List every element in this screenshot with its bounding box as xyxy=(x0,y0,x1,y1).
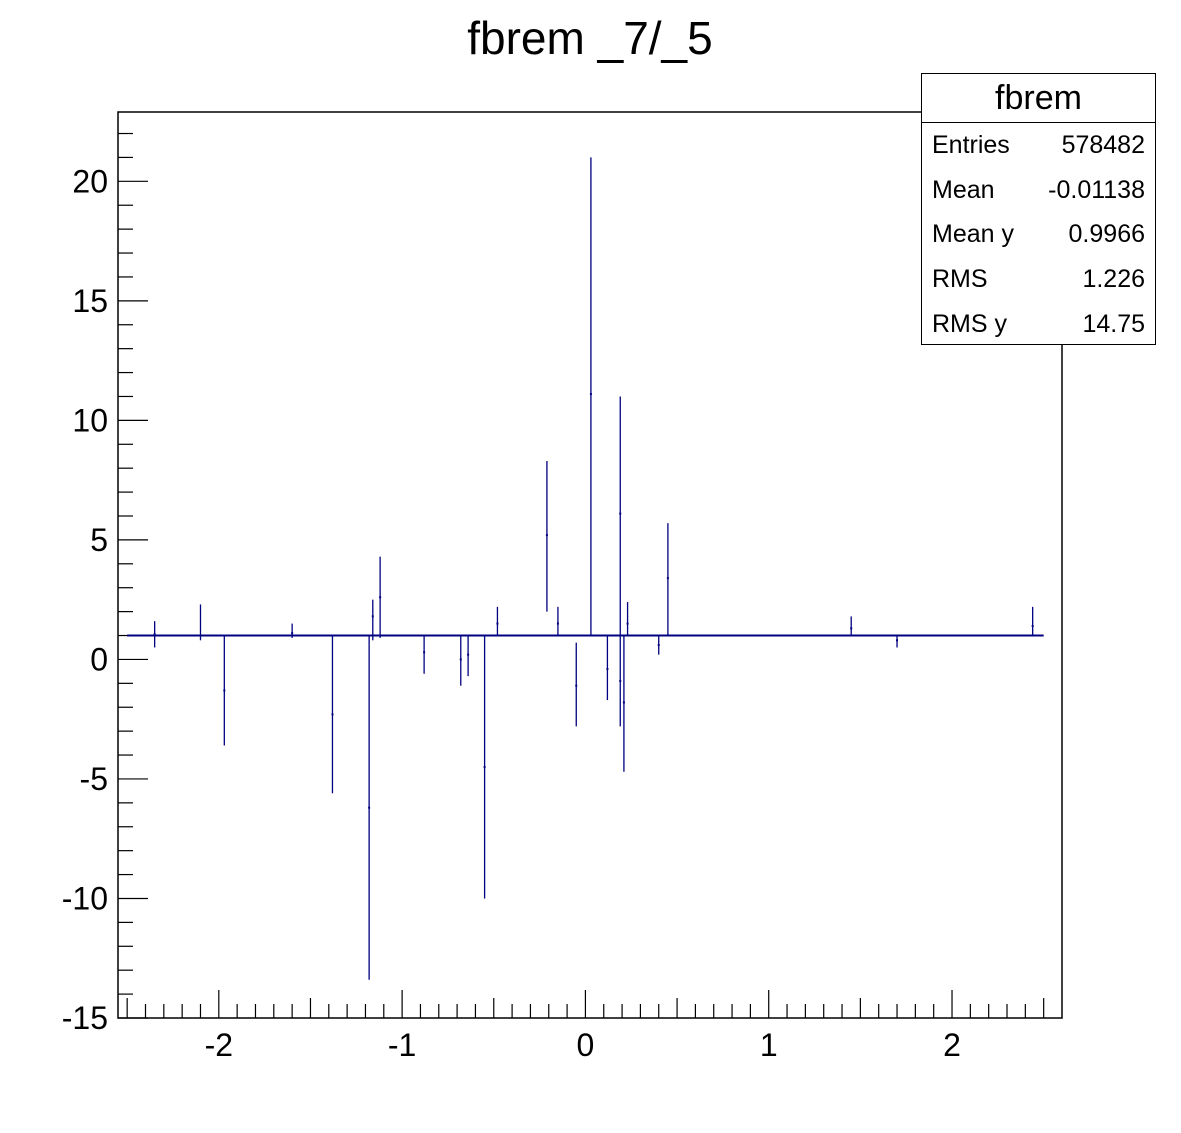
stats-row-value: 1.226 xyxy=(1082,265,1145,294)
x-tick-label: -1 xyxy=(388,1027,416,1063)
y-tick-label: 10 xyxy=(72,402,108,438)
data-point xyxy=(467,653,470,656)
chart-title: fbrem _7/_5 xyxy=(467,12,712,64)
stats-row-value: -0.01138 xyxy=(1048,175,1145,204)
stats-row: Mean -0.01138 xyxy=(922,168,1155,213)
y-tick-label: -15 xyxy=(62,1000,108,1036)
stats-row: RMS 1.226 xyxy=(922,257,1155,302)
data-point xyxy=(1031,624,1034,627)
data-point xyxy=(575,684,578,687)
data-point xyxy=(666,577,669,580)
x-axis: -2 -1 0 1 2 xyxy=(126,990,1045,1063)
y-tick-label: -5 xyxy=(80,761,108,797)
data-point xyxy=(459,658,462,661)
x-tick-label: 2 xyxy=(943,1027,961,1063)
data-point xyxy=(619,512,622,515)
data-point xyxy=(545,534,548,537)
stats-row-label: Mean y xyxy=(932,220,1014,249)
data-point xyxy=(379,596,382,599)
x-tick-label: 1 xyxy=(760,1027,778,1063)
data-point xyxy=(291,632,294,635)
stats-row-value: 14.75 xyxy=(1082,310,1145,339)
y-tick-label: -10 xyxy=(62,880,108,916)
data-point xyxy=(153,633,156,636)
data-point xyxy=(589,393,592,396)
stats-row-label: RMS xyxy=(932,265,988,294)
y-tick-label: 20 xyxy=(72,163,108,199)
stats-rows: Entries 578482 Mean -0.01138 Mean y 0.9966 RMS… xyxy=(922,123,1155,347)
stats-row: RMS y 14.75 xyxy=(922,302,1155,347)
data-point xyxy=(331,713,334,716)
stats-row-value: 578482 xyxy=(1061,130,1145,159)
data-point xyxy=(896,639,899,642)
y-tick-label: 0 xyxy=(90,641,108,677)
y-tick-label: 5 xyxy=(90,522,108,558)
y-tick-label: 15 xyxy=(72,283,108,319)
data-point xyxy=(657,644,660,647)
stats-box: fbrem Entries 578482 Mean -0.01138 Mean y 0.9… xyxy=(921,73,1156,345)
stats-row: Entries 578482 xyxy=(922,123,1155,168)
data-point xyxy=(368,806,371,809)
plot-data xyxy=(127,157,1044,980)
data-point xyxy=(622,701,625,704)
stats-row-label: Mean xyxy=(932,175,995,204)
data-point xyxy=(850,627,853,630)
stats-row-value: 0.9966 xyxy=(1068,220,1145,249)
stats-title: fbrem xyxy=(922,74,1155,123)
data-point xyxy=(626,622,629,625)
x-tick-label: -2 xyxy=(205,1027,233,1063)
data-point xyxy=(619,679,622,682)
x-tick-label: 0 xyxy=(577,1027,595,1063)
plot-frame xyxy=(117,111,1063,1019)
data-point xyxy=(371,615,374,618)
stats-row-label: Entries xyxy=(932,130,1010,159)
data-point xyxy=(496,622,499,625)
stats-row: Mean y 0.9966 xyxy=(922,213,1155,258)
data-point xyxy=(483,765,486,768)
data-point xyxy=(199,634,202,637)
data-point xyxy=(606,667,609,670)
data-point xyxy=(423,651,426,654)
stats-row-label: RMS y xyxy=(932,310,1007,339)
y-axis: -15 -10 -5 0 5 10 15 20 xyxy=(62,132,148,1036)
data-point xyxy=(556,622,559,625)
data-point xyxy=(223,689,226,692)
